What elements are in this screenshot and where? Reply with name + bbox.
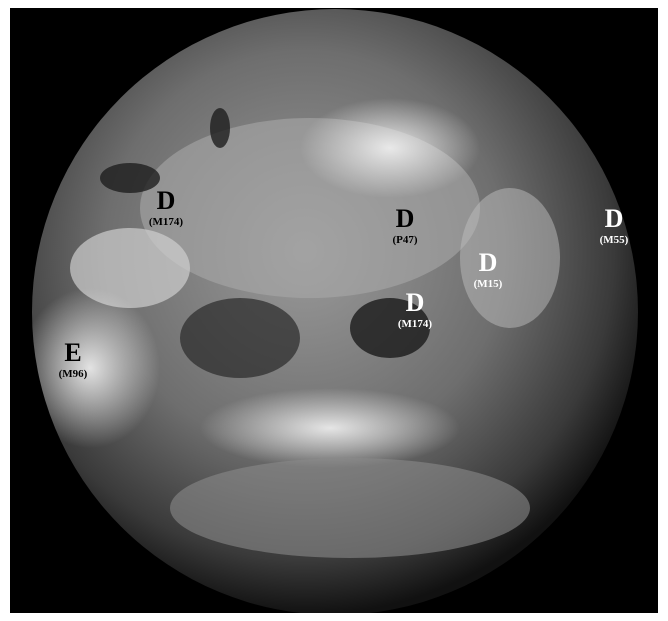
marker-code: (M96) — [58, 368, 88, 380]
marker-code: (M55) — [599, 234, 629, 246]
marker: D (M174) — [149, 188, 183, 228]
marker-letter: D — [604, 204, 624, 233]
earth-image — [32, 9, 638, 613]
marker-code: (M15) — [473, 278, 503, 290]
marker: D (M55) — [600, 206, 629, 246]
marker-letter: D — [395, 204, 415, 233]
image-frame: D (M174) D (P47) D (M15) D (M174) D (M55… — [10, 8, 658, 613]
marker: E (M96) — [59, 340, 88, 380]
marker: D (M15) — [474, 250, 503, 290]
marker-letter: D — [156, 186, 176, 215]
marker-letter: D — [405, 288, 425, 317]
marker: D (P47) — [392, 206, 417, 246]
marker-letter: E — [64, 338, 82, 367]
marker: D (M174) — [398, 290, 432, 330]
marker-code: (M174) — [148, 216, 184, 228]
surface — [32, 98, 560, 558]
marker-letter: D — [478, 248, 498, 277]
marker-code: (M174) — [397, 318, 433, 330]
marker-code: (P47) — [392, 234, 418, 246]
